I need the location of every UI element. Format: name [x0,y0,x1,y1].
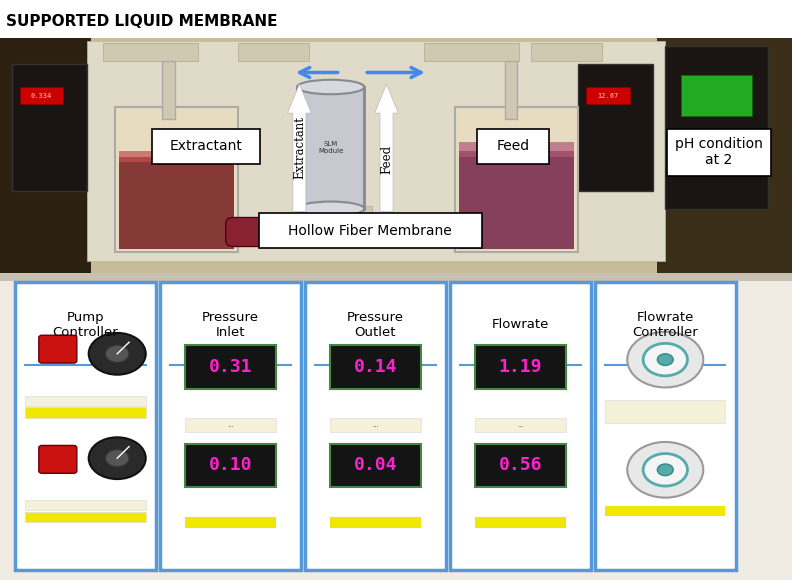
Text: Extractant: Extractant [169,139,242,154]
Bar [578,64,653,191]
Text: Hollow Fiber Membrane: Hollow Fiber Membrane [288,223,452,238]
Bar [474,345,565,389]
Text: Pressure
Outlet: Pressure Outlet [347,311,404,339]
FancyBboxPatch shape [160,282,301,570]
Text: 0.14: 0.14 [354,358,397,376]
Bar [605,400,725,423]
FancyBboxPatch shape [39,445,77,473]
Ellipse shape [297,202,364,216]
Bar [531,44,602,61]
Bar [0,38,792,273]
FancyBboxPatch shape [115,107,238,252]
Polygon shape [287,84,311,212]
Bar [330,517,421,528]
Bar [162,61,175,119]
Circle shape [105,345,129,362]
Bar [185,444,276,487]
FancyBboxPatch shape [259,213,482,248]
Bar [657,38,792,273]
Circle shape [627,442,703,498]
Text: Flowrate
Controller: Flowrate Controller [632,311,699,339]
Text: 1.19: 1.19 [499,358,542,376]
Bar [0,273,792,580]
Bar [185,517,276,528]
Circle shape [657,354,673,365]
FancyBboxPatch shape [364,218,436,246]
Text: 12.67: 12.67 [598,93,619,99]
Bar [474,418,565,432]
Bar [25,407,146,418]
Text: Pump
Controller: Pump Controller [52,311,119,339]
Text: SLM
Module: SLM Module [318,142,344,154]
Text: Feed: Feed [497,139,529,154]
Text: 0.56: 0.56 [499,456,542,474]
FancyBboxPatch shape [15,282,156,570]
FancyBboxPatch shape [305,282,446,570]
Text: ...: ... [517,422,524,428]
FancyBboxPatch shape [477,129,549,164]
Text: Flowrate: Flowrate [492,318,549,331]
Text: SUPPORTED LIQUID MEMBRANE: SUPPORTED LIQUID MEMBRANE [6,14,278,30]
Bar [364,206,372,220]
Ellipse shape [297,80,364,94]
Bar [87,41,665,261]
Bar [238,44,309,61]
Text: Feed: Feed [380,145,393,174]
FancyBboxPatch shape [455,107,578,252]
Text: 0.334: 0.334 [31,93,51,99]
Bar [330,444,421,487]
Bar [25,512,146,522]
FancyBboxPatch shape [152,129,260,164]
Bar [459,151,574,249]
Circle shape [657,464,673,476]
Text: pH condition
at 2: pH condition at 2 [675,137,763,168]
FancyBboxPatch shape [595,282,736,570]
Text: 0.10: 0.10 [209,456,252,474]
Bar [330,345,421,389]
Bar [119,151,234,162]
Text: Extractant: Extractant [293,117,306,179]
Bar [330,418,421,432]
Bar [12,64,87,191]
Bar [0,38,91,273]
Bar [474,517,565,528]
Bar [297,87,364,209]
Text: ...: ... [372,422,379,428]
Text: 0.04: 0.04 [354,456,397,474]
FancyBboxPatch shape [667,129,771,176]
Bar [119,157,234,249]
Text: ...: ... [227,422,234,428]
Bar [185,345,276,389]
Bar [605,506,725,516]
Bar [424,44,519,61]
FancyBboxPatch shape [450,282,591,570]
Bar [185,418,276,432]
Bar [103,44,198,61]
Bar [325,206,333,220]
Bar [665,46,768,209]
Bar [0,273,792,281]
Bar [681,75,752,116]
Circle shape [643,343,687,376]
Bar [20,87,63,104]
Polygon shape [375,84,398,212]
Text: Pressure
Inlet: Pressure Inlet [202,311,259,339]
Bar [459,142,574,157]
Circle shape [643,454,687,486]
Circle shape [89,333,146,375]
Circle shape [627,332,703,387]
Circle shape [105,450,129,467]
Text: 0.31: 0.31 [209,358,252,376]
Bar [474,444,565,487]
Circle shape [89,437,146,479]
Bar [25,396,146,406]
FancyBboxPatch shape [226,218,297,246]
Bar [586,87,630,104]
Bar [25,500,146,510]
Bar [505,61,517,119]
FancyBboxPatch shape [39,335,77,363]
